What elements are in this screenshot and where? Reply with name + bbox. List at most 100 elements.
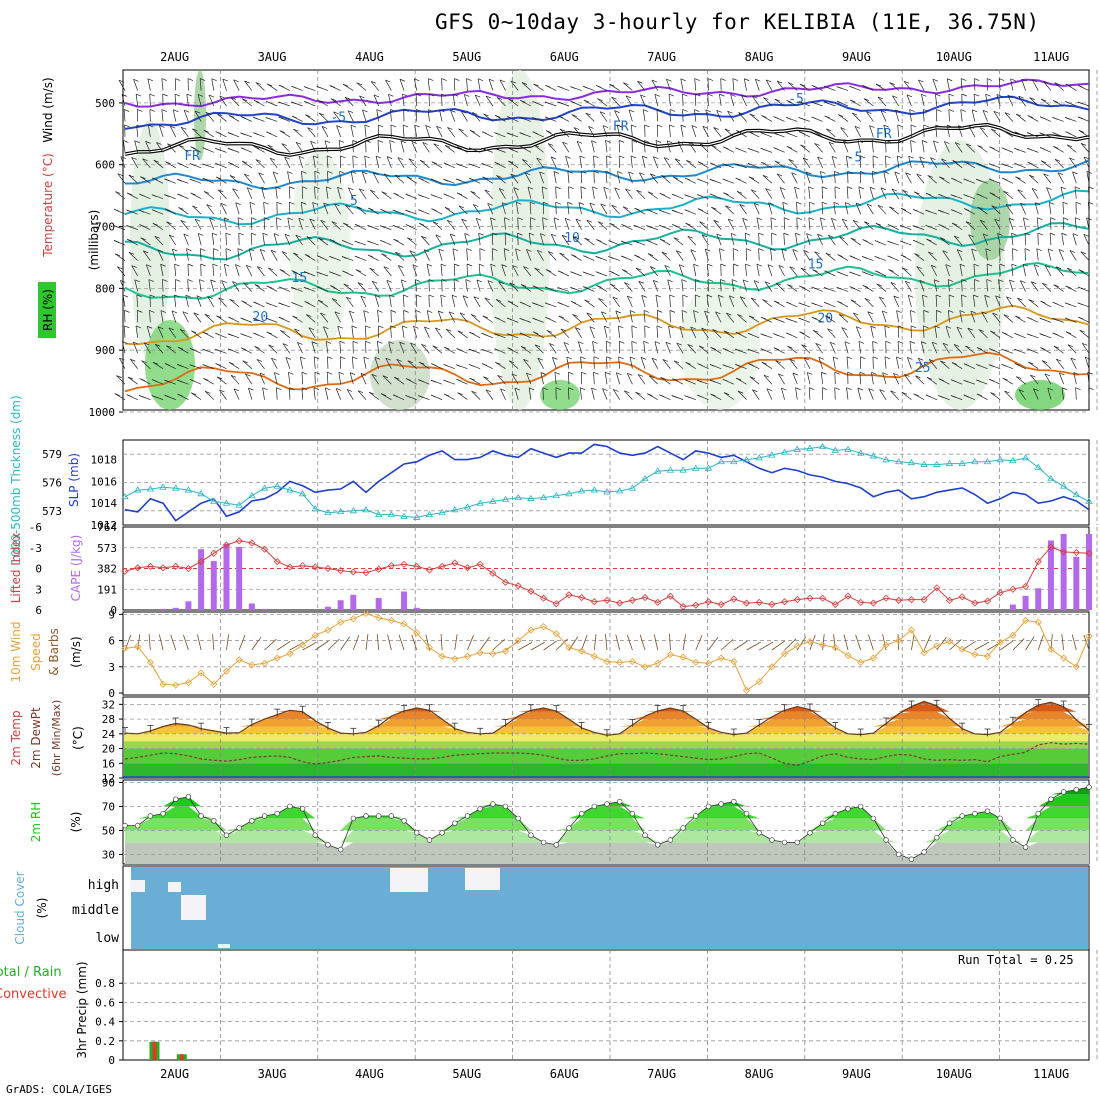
- wind10m-speed-marker: [996, 638, 1004, 646]
- wind-barb: [699, 143, 706, 147]
- wind-barb: [776, 173, 783, 177]
- wind-barb: [294, 328, 300, 332]
- wind-barb: [821, 201, 828, 205]
- wind-barb: [857, 140, 862, 153]
- wind-barb: [821, 371, 827, 375]
- wind-barb: [394, 174, 405, 184]
- wind-barb: [991, 128, 997, 132]
- lifted-index-marker: [400, 560, 408, 568]
- wind-barb: [200, 78, 206, 81]
- tick-label: 3: [108, 661, 115, 674]
- wind-barb: [642, 109, 646, 122]
- wind-barb: [651, 358, 659, 369]
- wind-barb: [356, 82, 367, 91]
- wind-barb: [421, 343, 427, 347]
- wind-barb: [390, 310, 397, 313]
- wind-barb: [509, 360, 515, 364]
- wind-barb: [131, 157, 137, 160]
- wind-barb: [834, 387, 836, 400]
- wind-barb: [736, 130, 747, 138]
- rh-marker: [896, 851, 902, 858]
- wind-barb: [258, 172, 264, 176]
- wind-barb: [494, 132, 500, 135]
- rh-marker: [642, 832, 648, 838]
- wind-barb: [737, 314, 747, 323]
- wind10m-barb: [555, 638, 569, 651]
- thickness-marker: [387, 510, 396, 518]
- wind-barb: [673, 360, 684, 369]
- lifted-index-marker: [578, 593, 586, 602]
- wind-barb: [585, 112, 595, 122]
- wind-barb: [767, 264, 773, 277]
- wind-barb: [651, 357, 658, 361]
- cape-bar: [1073, 556, 1080, 610]
- wind-barb: [667, 279, 671, 292]
- wind-barb: [728, 295, 735, 308]
- wind-barb: [682, 109, 688, 112]
- wind-barb: [752, 389, 760, 400]
- wind-barb: [400, 140, 407, 144]
- wind-barb: [723, 330, 730, 334]
- wind-barb: [308, 327, 314, 331]
- wind-barb: [671, 395, 677, 398]
- rh-marker: [363, 813, 369, 819]
- wind-barb: [947, 124, 953, 128]
- wind-barb: [187, 78, 194, 81]
- wind-barb: [321, 126, 328, 129]
- wind-barb: [889, 82, 899, 91]
- wind-barb: [285, 357, 292, 360]
- wind-barb: [248, 248, 253, 261]
- wind-barb: [722, 178, 728, 182]
- wind-barb: [523, 266, 529, 269]
- wind-barb: [977, 206, 988, 215]
- wind-barb: [237, 217, 240, 230]
- wind-barb: [140, 237, 146, 241]
- wind-barb: [476, 279, 483, 283]
- cape-bar: [324, 606, 331, 610]
- wind-barb: [938, 378, 944, 382]
- wind-barb: [166, 345, 172, 349]
- wind-barb: [423, 249, 430, 261]
- wind-barb: [316, 286, 323, 290]
- wind-barb: [1080, 251, 1086, 255]
- wind-barb: [666, 140, 671, 153]
- wind-barb: [686, 160, 697, 169]
- rh-marker: [249, 818, 255, 824]
- wind-barb: [532, 131, 538, 135]
- wind-barb: [189, 163, 195, 166]
- wind-barb: [988, 178, 995, 182]
- wind-barb: [122, 294, 129, 298]
- wind-barb: [939, 237, 950, 246]
- wind-barb: [871, 372, 877, 375]
- wind-barb: [918, 79, 925, 91]
- thickness-marker: [413, 513, 421, 520]
- wind-barb: [712, 329, 722, 339]
- wind10m-speed-marker: [755, 678, 763, 686]
- wind-barb: [684, 395, 690, 398]
- wind-barb: [344, 96, 351, 100]
- lifted-index-marker: [603, 596, 611, 604]
- rh-marker: [173, 796, 179, 802]
- wind-barb: [523, 266, 532, 277]
- wind-barb: [171, 310, 178, 314]
- wind-barb: [798, 302, 804, 306]
- wind-barb: [788, 82, 798, 91]
- thickness-marker: [298, 490, 307, 497]
- wind-barb: [617, 124, 623, 128]
- thickness-marker: [146, 485, 155, 492]
- rh-marker: [528, 832, 534, 838]
- lifted-index-marker: [248, 539, 256, 547]
- thickness-marker: [336, 508, 345, 515]
- wind-barb: [149, 93, 155, 97]
- wind-barb: [458, 128, 464, 132]
- lifted-index-marker: [565, 591, 573, 599]
- wind-barb: [606, 155, 612, 159]
- wind-barb: [770, 248, 776, 251]
- wind-barb: [434, 327, 443, 339]
- wind-barb: [216, 315, 227, 323]
- wind-barb: [288, 372, 291, 385]
- wind-barb: [971, 109, 976, 122]
- wind-barb: [617, 171, 621, 184]
- rh-marker: [566, 825, 572, 831]
- wind-barb: [615, 310, 621, 323]
